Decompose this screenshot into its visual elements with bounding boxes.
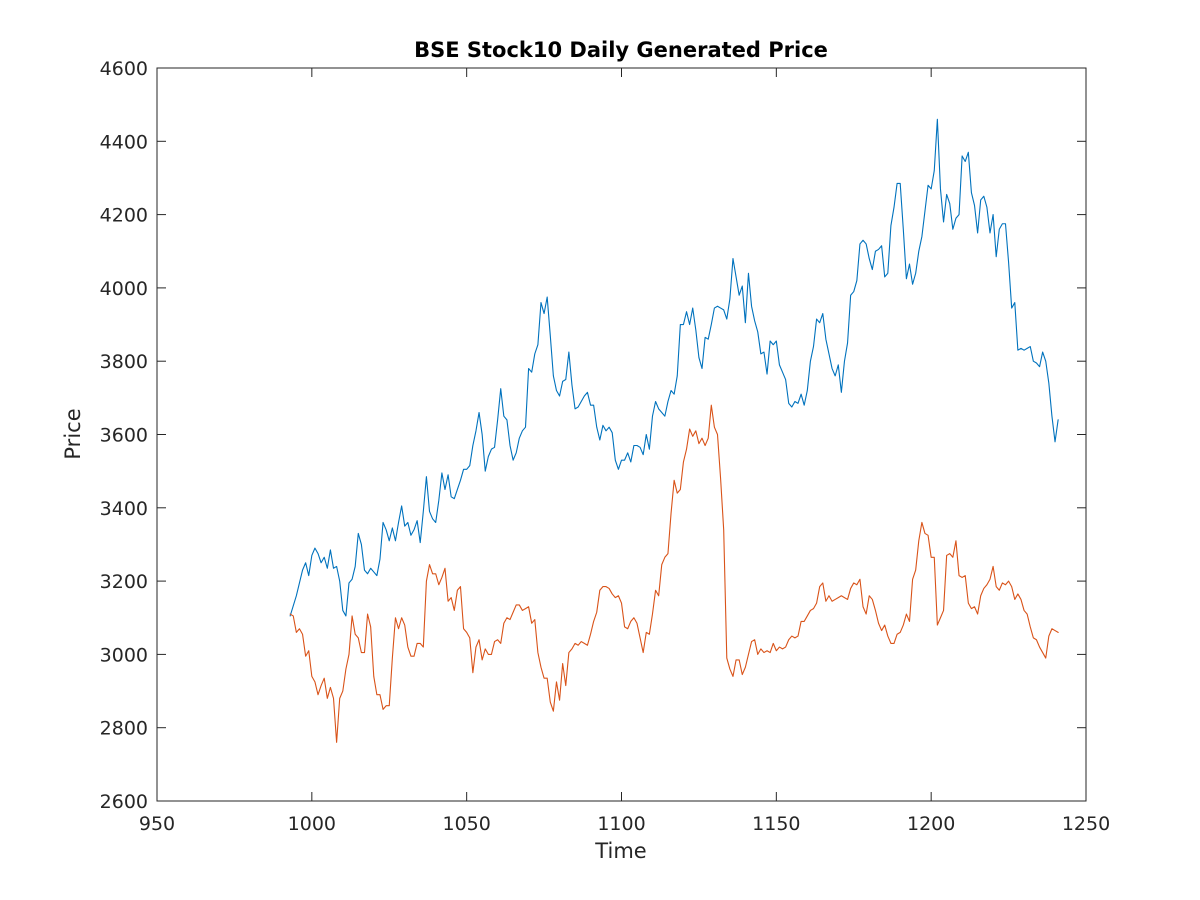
x-tick-label: 1050 — [442, 813, 490, 835]
y-tick-label: 3200 — [100, 571, 148, 593]
y-tick-label: 3600 — [100, 425, 148, 447]
x-tick-label: 1000 — [288, 813, 336, 835]
x-axis-label: Time — [594, 839, 646, 863]
x-tick-label: 950 — [139, 813, 175, 835]
plot-area — [157, 68, 1086, 801]
y-tick-label: 4400 — [100, 131, 148, 153]
x-tick-label: 1200 — [907, 813, 955, 835]
line-series-2 — [289, 404, 1059, 743]
chart-title: BSE Stock10 Daily Generated Price — [414, 38, 828, 62]
axes-box — [156, 67, 1087, 802]
y-axis-label: Price — [61, 408, 85, 459]
line-series-1 — [289, 118, 1059, 617]
x-tick-label: 1150 — [752, 813, 800, 835]
y-tick-label: 4600 — [100, 58, 148, 80]
x-tick-label: 1100 — [597, 813, 645, 835]
y-tick-label: 3000 — [100, 644, 148, 666]
y-tick-label: 2800 — [100, 718, 148, 740]
series-layer — [289, 118, 1059, 743]
y-tick-label: 3800 — [100, 351, 148, 373]
y-tick-label: 2600 — [100, 791, 148, 813]
y-tick-label: 3400 — [100, 498, 148, 520]
x-tick-label: 1250 — [1062, 813, 1110, 835]
y-tick-label: 4000 — [100, 278, 148, 300]
axis-ticks: 950 1000 1050 1100 1150 1200 1250 2600 2800 3000 3… — [100, 58, 1111, 835]
y-tick-label: 4200 — [100, 205, 148, 227]
